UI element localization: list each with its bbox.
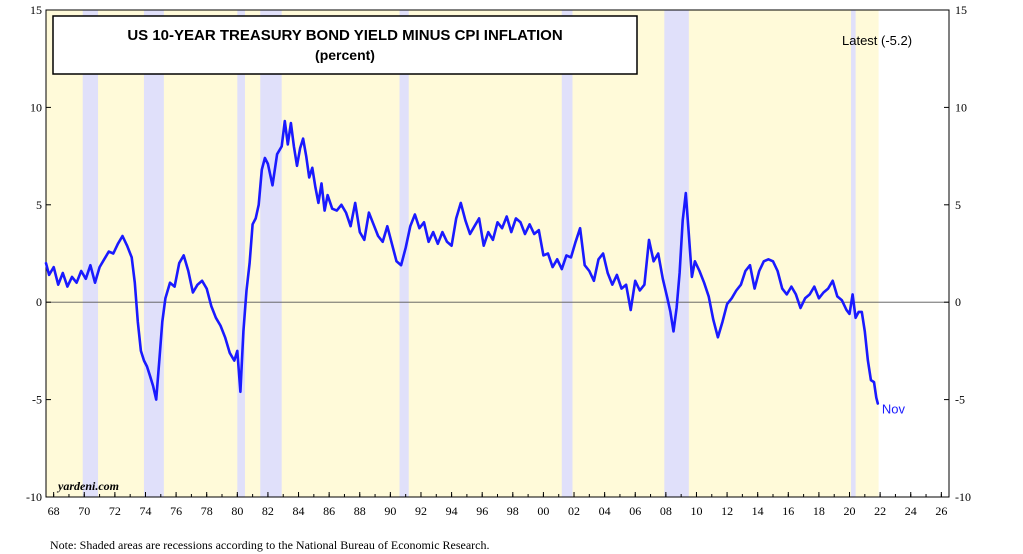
chart-bg-shaded	[46, 10, 879, 497]
x-tick-label: 04	[599, 504, 611, 518]
chart-title: US 10-YEAR TREASURY BOND YIELD MINUS CPI…	[127, 27, 562, 44]
x-tick-label: 00	[537, 504, 549, 518]
x-tick-label: 86	[323, 504, 335, 518]
chart-subtitle: (percent)	[315, 47, 375, 63]
x-tick-label: 90	[384, 504, 396, 518]
x-tick-label: 22	[874, 504, 886, 518]
x-tick-label: 18	[813, 504, 825, 518]
x-tick-label: 70	[78, 504, 90, 518]
series-line	[44, 119, 880, 405]
y-tick-label-right: -5	[955, 393, 965, 407]
x-tick-label: 24	[905, 504, 917, 518]
y-tick-label-left: 5	[36, 198, 42, 212]
series-end-label: Nov	[882, 401, 906, 416]
x-tick-label: 88	[354, 504, 366, 518]
y-axis: 15 15 10 10 5 5 0 0 -5 -5 -10 -10	[26, 3, 971, 504]
recession-band	[260, 10, 282, 497]
title-box-border	[52, 15, 638, 75]
x-tick-label: 20	[844, 504, 856, 518]
y-tick-label-right: 0	[955, 295, 961, 309]
x-tick-label: 92	[415, 504, 427, 518]
x-tick-label: 98	[507, 504, 519, 518]
y-tick-label-right: -10	[955, 490, 971, 504]
x-tick-label: 72	[109, 504, 121, 518]
y-tick-label-right: 15	[955, 3, 967, 17]
recession-band	[82, 10, 99, 497]
recession-band	[143, 10, 164, 497]
x-tick-label: 68	[48, 504, 60, 518]
x-tick-label: 80	[231, 504, 243, 518]
y-tick-label-left: 10	[30, 100, 42, 114]
series-layer	[44, 119, 880, 405]
title-box: US 10-YEAR TREASURY BOND YIELD MINUS CPI…	[52, 15, 638, 75]
source-watermark: yardeni.com	[56, 479, 119, 493]
x-tick-label: 74	[139, 504, 151, 518]
x-tick-label: 78	[201, 504, 213, 518]
x-tick-label: 26	[935, 504, 947, 518]
x-tick-label: 02	[568, 504, 580, 518]
y-tick-label-left: -10	[26, 490, 42, 504]
x-tick-label: 08	[660, 504, 672, 518]
latest-value-label: Latest (-5.2)	[842, 33, 912, 48]
y-tick-label-left: 15	[30, 3, 42, 17]
recession-band	[851, 10, 856, 497]
x-tick-label: 76	[170, 504, 182, 518]
y-tick-label-left: 0	[36, 295, 42, 309]
x-tick-label: 16	[782, 504, 794, 518]
y-tick-label-right: 10	[955, 100, 967, 114]
x-tick-label: 10	[690, 504, 702, 518]
x-tick-label: 12	[721, 504, 733, 518]
x-tick-label: 94	[446, 504, 458, 518]
x-tick-label: 82	[262, 504, 274, 518]
y-tick-label-left: -5	[32, 393, 42, 407]
y-tick-label-right: 5	[955, 198, 961, 212]
x-tick-label: 96	[476, 504, 488, 518]
x-tick-label: 14	[752, 504, 764, 518]
recession-note: Note: Shaded areas are recessions accord…	[50, 538, 490, 552]
recession-band	[237, 10, 245, 497]
recession-band	[664, 10, 689, 497]
x-axis: 68 70 72 74 76 78 80 82 84 86 88 90 92 94 96 98 00 02 04 06…	[48, 492, 947, 518]
recession-band	[561, 10, 573, 497]
x-tick-label: 06	[629, 504, 641, 518]
x-tick-label: 84	[293, 504, 305, 518]
